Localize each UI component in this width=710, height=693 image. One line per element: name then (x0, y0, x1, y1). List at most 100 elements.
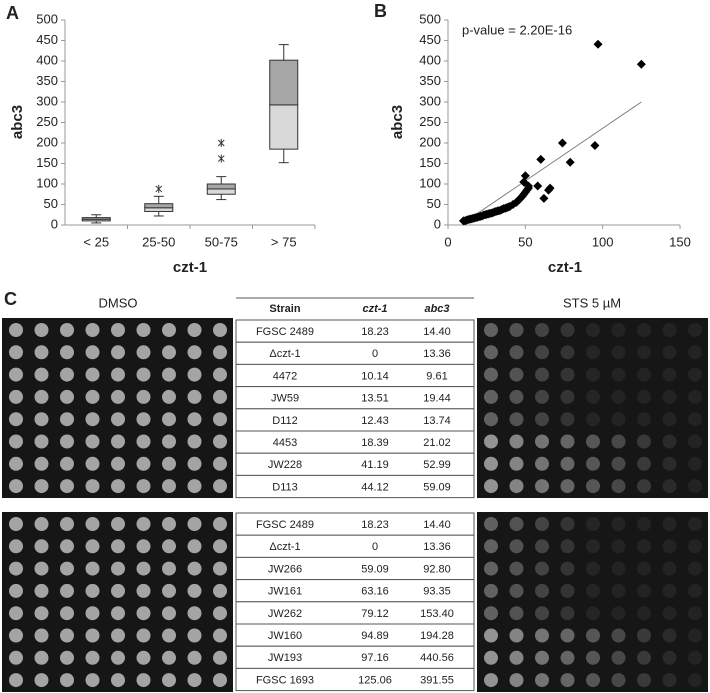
colony (111, 479, 125, 494)
colony (509, 517, 524, 531)
colony (611, 583, 626, 598)
colony (611, 412, 626, 427)
colony (662, 539, 677, 554)
colony (60, 367, 74, 382)
colony (560, 650, 575, 665)
colony (187, 367, 202, 382)
colony (187, 345, 202, 360)
colony (586, 323, 600, 337)
colony (85, 628, 100, 643)
colony (586, 650, 600, 665)
colony (611, 389, 626, 404)
colony (213, 389, 227, 404)
colony (535, 650, 549, 665)
colony (85, 517, 100, 531)
colony (60, 456, 74, 471)
y-tick-label: 100 (419, 175, 441, 190)
colony (162, 389, 176, 404)
panel-label: B (374, 1, 387, 21)
colony (637, 539, 651, 554)
colony (611, 650, 626, 665)
colony (9, 434, 23, 449)
colony (34, 606, 49, 621)
colony (60, 389, 74, 404)
colony (111, 517, 125, 531)
colony (111, 456, 125, 471)
colony (535, 323, 549, 337)
table-cell-text: 21.02 (423, 437, 451, 449)
colony (187, 517, 202, 531)
x-tick-label: > 75 (271, 234, 297, 249)
colony (688, 323, 702, 337)
colony (213, 434, 227, 449)
colony (611, 606, 626, 621)
colony (162, 345, 176, 360)
colony (688, 673, 702, 688)
colony (162, 412, 176, 427)
colony (111, 561, 125, 576)
colony (509, 367, 524, 382)
colony (213, 345, 227, 360)
colony (85, 367, 100, 382)
table-cell-text: JW266 (268, 563, 302, 575)
colony (136, 323, 151, 337)
table-cell-text: JW193 (268, 652, 302, 664)
y-tick-label: 500 (419, 11, 441, 26)
colony (162, 561, 176, 576)
colony (611, 539, 626, 554)
table-cell-text: 440.56 (420, 652, 454, 664)
y-tick-label: 0 (51, 216, 58, 231)
colony (9, 606, 23, 621)
y-tick-label: 350 (419, 73, 441, 88)
table-cell-text: 194.28 (420, 630, 454, 642)
colony (187, 673, 202, 688)
colony (535, 345, 549, 360)
colony (688, 389, 702, 404)
table-cell-text: 52.99 (423, 459, 451, 471)
colony (637, 606, 651, 621)
colony (662, 456, 677, 471)
colony (586, 539, 600, 554)
colony (85, 583, 100, 598)
y-tick-label: 100 (36, 175, 58, 190)
table-cell-text: JW59 (271, 393, 299, 405)
colony (560, 561, 575, 576)
colony (637, 479, 651, 494)
box-lower (144, 207, 174, 212)
colony (560, 517, 575, 531)
colony (111, 345, 125, 360)
colony (34, 479, 49, 494)
colony (509, 583, 524, 598)
colony (586, 628, 600, 643)
colony (136, 345, 151, 360)
colony (560, 412, 575, 427)
colony (535, 412, 549, 427)
colony (688, 479, 702, 494)
table-cell-text: 125.06 (358, 674, 392, 686)
x-tick-label: 25-50 (142, 234, 175, 249)
y-tick-label: 150 (36, 155, 58, 170)
colony (85, 606, 100, 621)
colony (187, 606, 202, 621)
table-cell-text: 59.09 (361, 563, 389, 575)
colony (688, 434, 702, 449)
box-lower (269, 104, 299, 150)
plate-photo (2, 512, 233, 692)
colony (611, 479, 626, 494)
table-cell-text: 0 (372, 348, 378, 360)
colony (9, 323, 23, 337)
colony (136, 367, 151, 382)
x-tick-label: 50-75 (205, 234, 238, 249)
colony (162, 673, 176, 688)
colony (484, 628, 498, 643)
colony (85, 673, 100, 688)
colony (60, 628, 74, 643)
colony (509, 650, 524, 665)
colony (509, 479, 524, 494)
colony (187, 561, 202, 576)
colony (85, 561, 100, 576)
colony (85, 650, 100, 665)
table-cell-text: 18.23 (361, 519, 389, 531)
colony (560, 628, 575, 643)
colony (85, 323, 100, 337)
